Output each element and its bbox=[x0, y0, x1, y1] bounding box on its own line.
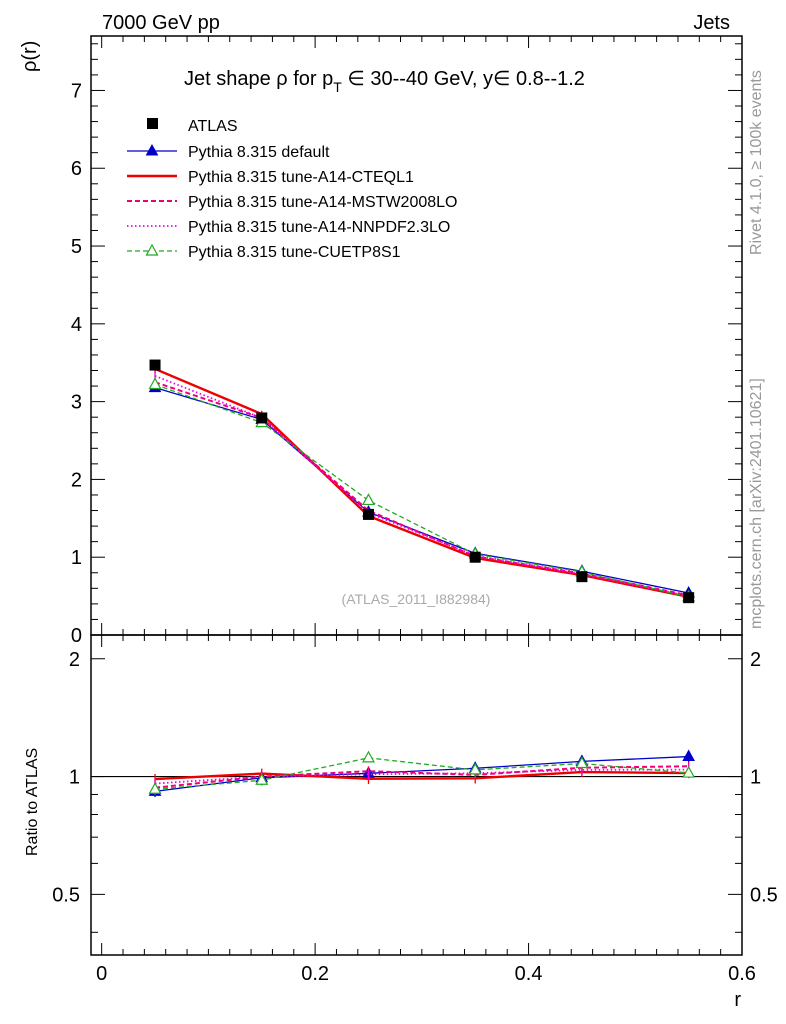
x-tick-label: 0 bbox=[96, 963, 107, 985]
ratio-panel: 0 0.2 0.4 0.6 0.5 0.5 1 1 2 2 bbox=[52, 634, 778, 985]
series-point-4 bbox=[148, 377, 162, 390]
series-line-1 bbox=[154, 367, 689, 599]
ratio-line-4 bbox=[154, 757, 689, 790]
atlas-point bbox=[256, 412, 268, 424]
ratio-point-4 bbox=[468, 762, 482, 775]
y-tick-label: 1 bbox=[71, 547, 82, 569]
ratio-y-tick-label-right: 1 bbox=[750, 767, 761, 789]
header-right: Jets bbox=[693, 12, 730, 34]
series-point-4 bbox=[361, 493, 375, 506]
analysis-label: (ATLAS_2011_I882984) bbox=[342, 591, 491, 607]
legend-label-0: Pythia 8.315 default bbox=[188, 144, 330, 161]
y-tick-label: 5 bbox=[71, 236, 82, 258]
ratio-frame bbox=[90, 634, 743, 956]
legend-label-2: Pythia 8.315 tune-A14-MSTW2008LO bbox=[188, 194, 457, 211]
ratio-line-0 bbox=[154, 755, 689, 793]
legend-marker-0 bbox=[145, 143, 159, 156]
atlas-point bbox=[469, 551, 481, 563]
chart-labels: 7000 GeV pp Jets Jet shape ρ for pT ∈ 30… bbox=[19, 12, 765, 1011]
y-tick-label: 2 bbox=[71, 469, 82, 491]
atlas-point bbox=[683, 592, 695, 604]
ratio-y-tick-label-right: 0.5 bbox=[750, 884, 778, 906]
y-tick-label: 6 bbox=[71, 158, 82, 180]
ratio-point-4 bbox=[148, 782, 162, 794]
rivet-label: Rivet 4.1.0, ≥ 100k events bbox=[748, 70, 765, 255]
ratio-point-4 bbox=[575, 756, 589, 769]
ratio-line-3 bbox=[154, 768, 689, 785]
ratio-y-tick-label-right: 2 bbox=[750, 649, 761, 671]
chart-title-main: Jet shape ρ for p bbox=[184, 68, 333, 90]
ratio-y-tick-label: 0.5 bbox=[52, 884, 80, 906]
y-tick-label: 4 bbox=[71, 314, 82, 336]
ratio-y-tick-label: 2 bbox=[69, 649, 80, 671]
legend-label-3: Pythia 8.315 tune-A14-NNPDF2.3LO bbox=[188, 219, 450, 236]
header-left: 7000 GeV pp bbox=[102, 12, 220, 34]
legend: ATLAS Pythia 8.315 default Pythia 8.315 tu… bbox=[127, 118, 457, 261]
legend-marker-4 bbox=[145, 243, 159, 256]
main-panel: 0 1 2 3 4 5 6 7 bbox=[71, 35, 743, 647]
ratio-line-1 bbox=[154, 770, 689, 781]
y-tick-label: 7 bbox=[71, 80, 82, 102]
y-tick-label: 3 bbox=[71, 392, 82, 414]
ratio-y-tick-label: 1 bbox=[69, 767, 80, 789]
series-line-4 bbox=[154, 383, 689, 598]
legend-label-1: Pythia 8.315 tune-A14-CTEQL1 bbox=[188, 169, 414, 186]
atlas-point bbox=[362, 508, 374, 520]
ratio-point-4 bbox=[682, 765, 696, 778]
legend-label-4: Pythia 8.315 tune-CUETP8S1 bbox=[188, 244, 401, 261]
ratio-y-axis-label: Ratio to ATLAS bbox=[24, 748, 41, 856]
ratio-point-4 bbox=[361, 750, 375, 763]
chart-title-subscript: T bbox=[333, 79, 342, 95]
chart-title-range: ∈ 30--40 GeV, y∈ 0.8--1.2 bbox=[342, 68, 585, 90]
legend-atlas-label: ATLAS bbox=[188, 118, 238, 135]
x-axis-label: r bbox=[734, 989, 741, 1011]
x-tick-label: 0.4 bbox=[515, 963, 543, 985]
y-tick-label: 0 bbox=[71, 625, 82, 647]
chart-title: Jet shape ρ for pT ∈ 30--40 GeV, y∈ 0.8-… bbox=[184, 68, 585, 95]
legend-atlas-marker bbox=[147, 118, 158, 129]
ratio-point-4 bbox=[255, 773, 269, 785]
series-line-2 bbox=[154, 381, 689, 597]
atlas-point bbox=[576, 571, 588, 583]
atlas-point bbox=[149, 359, 161, 371]
x-tick-label: 0.2 bbox=[301, 963, 329, 985]
x-tick-label: 0.6 bbox=[728, 963, 756, 985]
y-axis-label: ρ(r) bbox=[19, 41, 41, 72]
series-line-0 bbox=[154, 386, 689, 594]
mcplots-label: mcplots.cern.ch [arXiv:2401.10621] bbox=[748, 378, 765, 629]
ratio-point-0 bbox=[682, 749, 695, 762]
